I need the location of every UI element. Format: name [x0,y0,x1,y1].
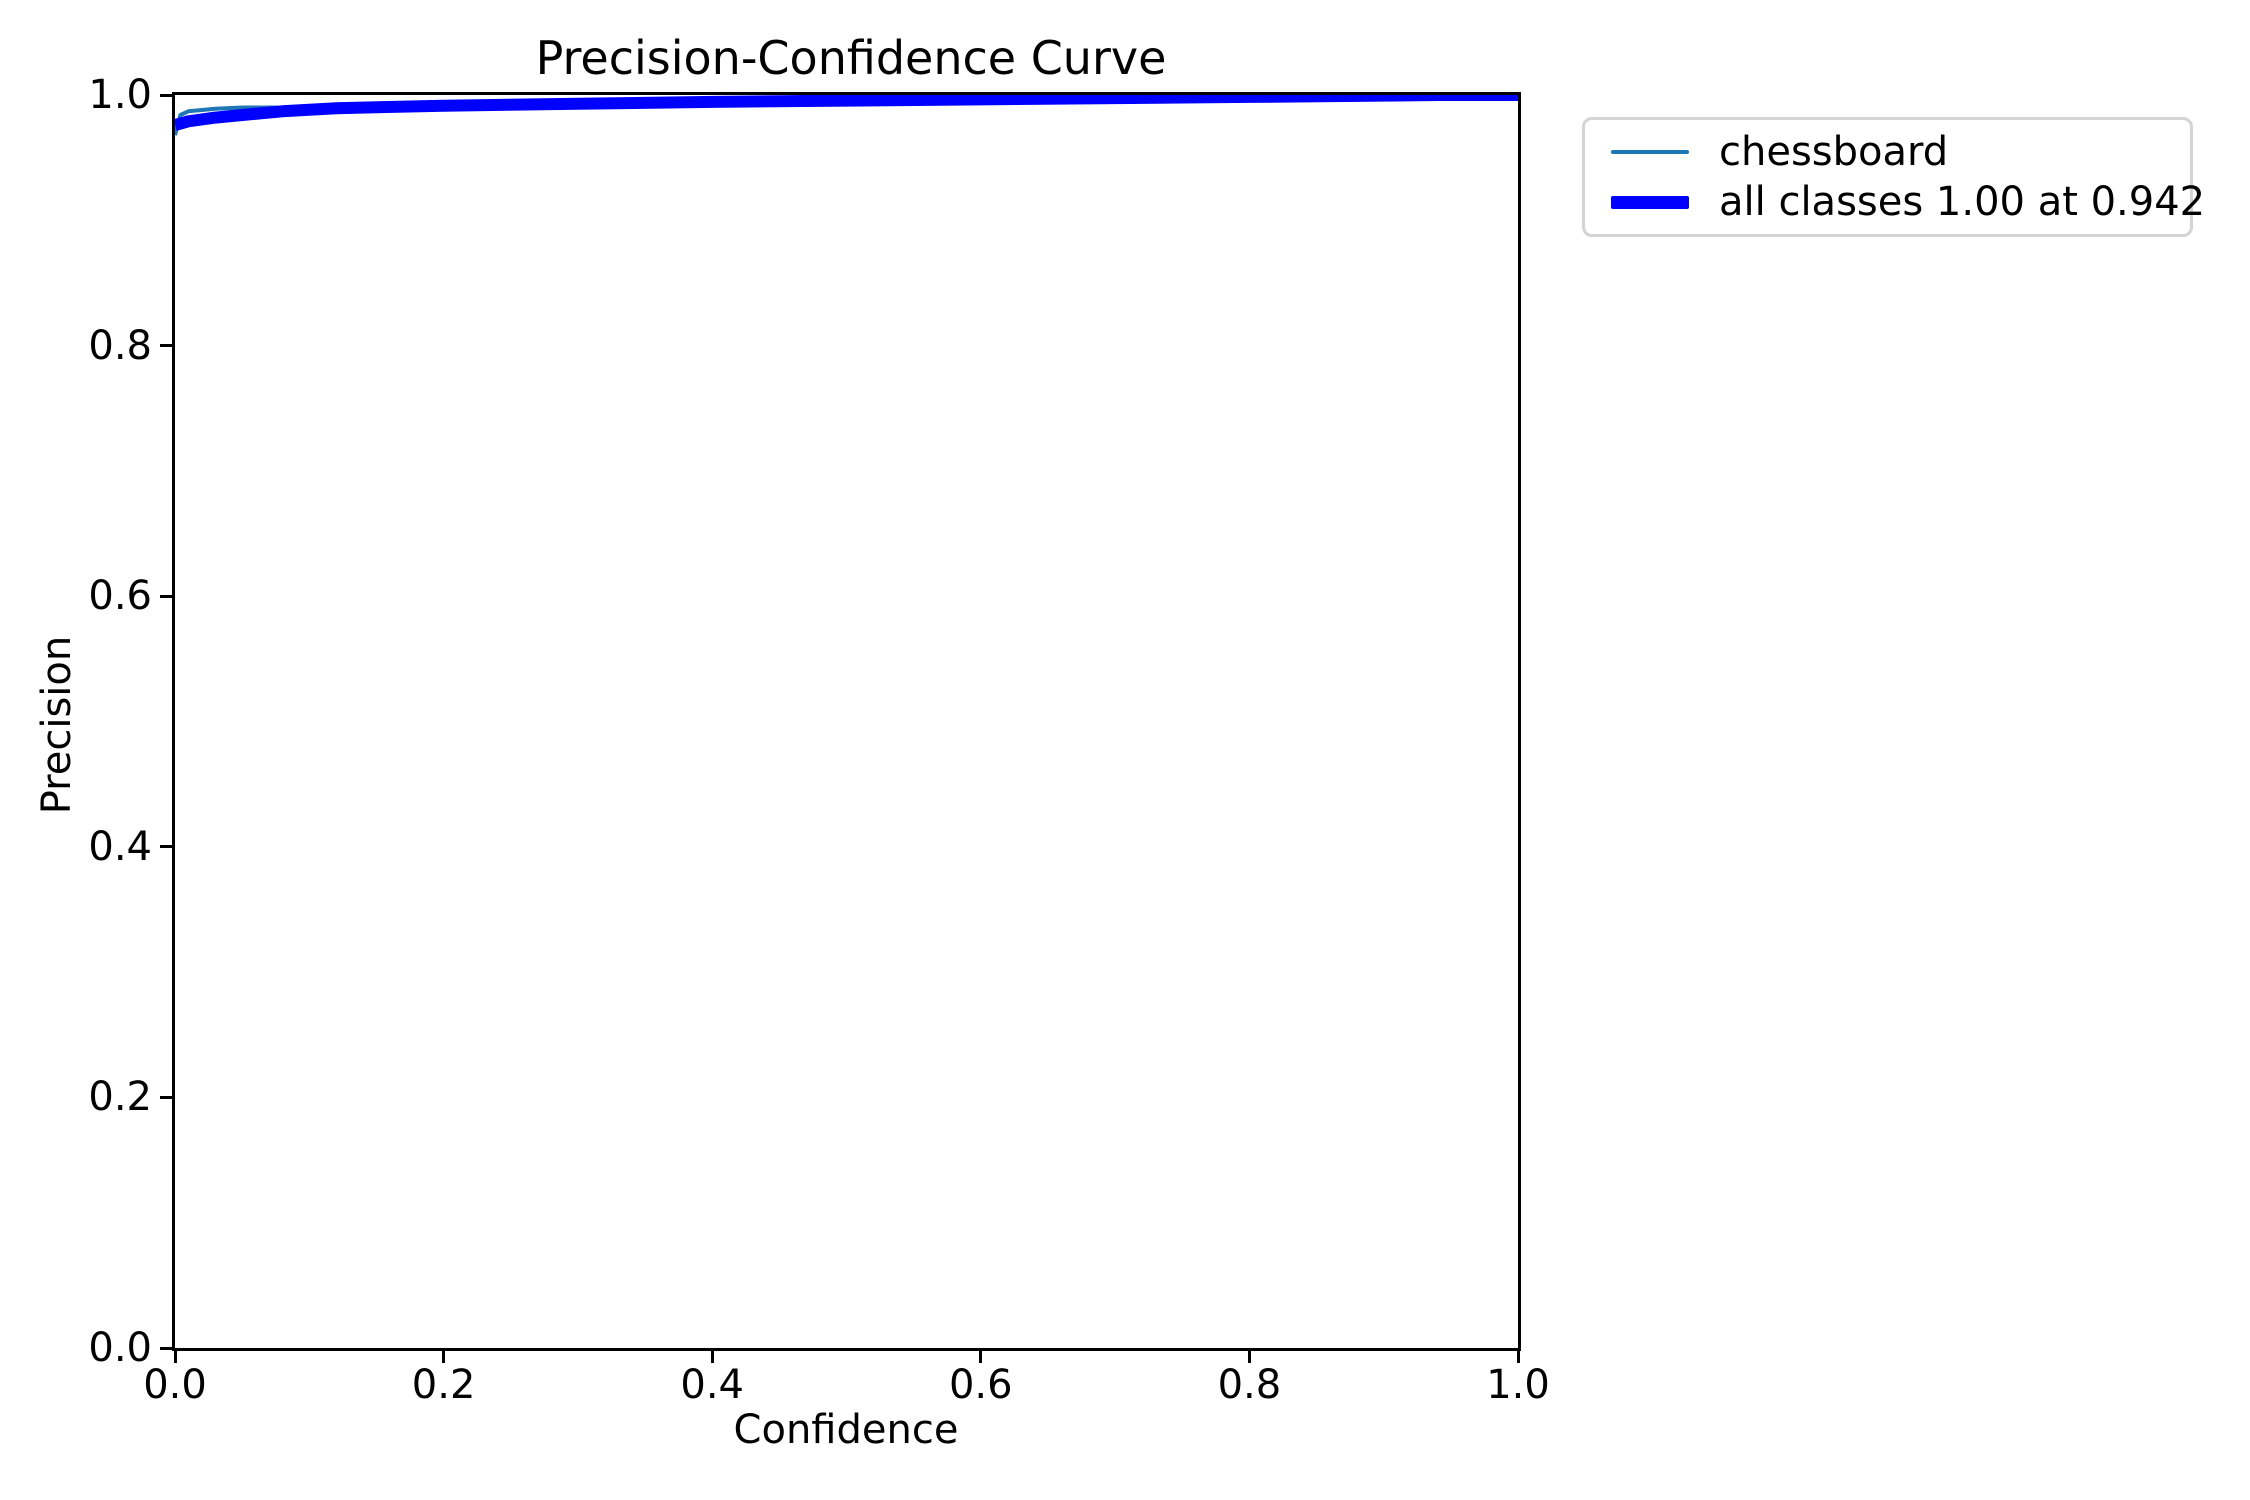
y-tick-label: 0.6 [88,573,152,620]
legend-line-swatch-all-classes [1611,195,1689,209]
y-tick-label: 0.0 [88,1325,152,1371]
y-tick-label: 1.0 [88,72,152,118]
x-tick-mark [442,1351,446,1363]
legend-label-chessboard: chessboard [1719,129,1949,175]
x-tick-mark [979,1351,983,1363]
y-tick-mark [160,1095,172,1099]
x-tick-mark [173,1351,177,1363]
y-tick-label: 0.8 [88,322,152,369]
y-tick-mark [160,1346,172,1350]
y-tick-mark [160,594,172,598]
plot-svg [175,95,1518,136]
legend-item-all-classes: all classes 1.00 at 0.942 [1611,178,2205,226]
legend-line-swatch-chessboard [1611,150,1689,154]
legend-item-chessboard: chessboard [1611,128,2164,176]
x-tick-mark [710,1351,714,1363]
x-tick-label: 0.0 [143,1362,207,1408]
x-tick-label: 1.0 [1486,1362,1550,1408]
plot-area [172,92,1521,1351]
x-axis-label: Confidence [733,1407,959,1453]
legend: chessboard all classes 1.00 at 0.942 [1582,117,2205,237]
legend-label-all-classes: all classes 1.00 at 0.942 [1719,179,2206,225]
x-tick-label: 0.4 [680,1362,744,1408]
x-tick-label: 0.8 [1217,1362,1282,1408]
chart-title: Precision-Confidence Curve [535,31,1167,85]
y-tick-mark [160,93,172,97]
y-tick-mark [160,845,172,849]
y-axis-label: Precision [34,635,80,815]
x-tick-label: 0.6 [948,1362,1013,1408]
x-tick-mark [1516,1351,1520,1363]
x-tick-mark [1247,1351,1251,1363]
y-tick-label: 0.2 [88,1074,152,1121]
y-tick-mark [160,344,172,348]
series-line-all [175,95,1518,131]
y-tick-label: 0.4 [88,823,152,870]
x-tick-label: 0.2 [411,1362,476,1408]
